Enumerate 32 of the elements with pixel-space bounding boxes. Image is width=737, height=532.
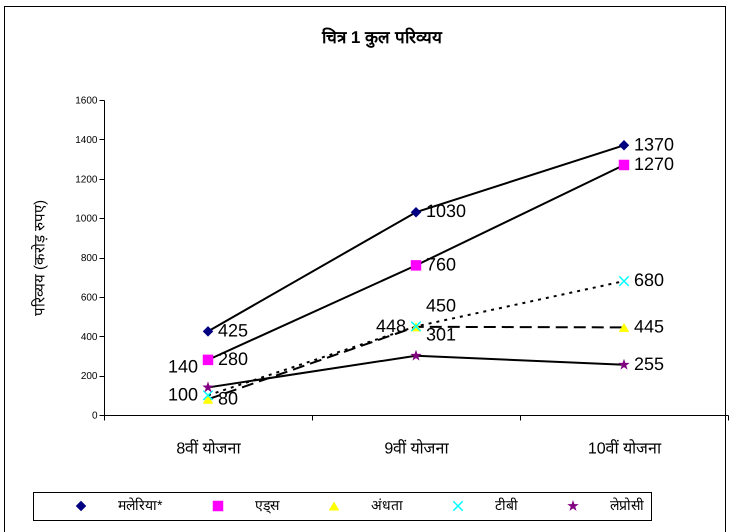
data-label: 760 (426, 254, 456, 274)
legend-label: एड्स (255, 497, 280, 514)
legend-label: अंधता (371, 497, 403, 513)
y-tick-label: 1200 (75, 174, 98, 186)
y-tick-label: 1600 (75, 96, 98, 106)
data-label: 255 (634, 354, 664, 374)
legend-label: लेप्रोसी (610, 497, 644, 513)
data-label: 680 (634, 270, 664, 290)
chart-title: चित्र 1 कुल परिव्यय (321, 27, 443, 48)
x-tick-label: 9वीं योजना (384, 438, 450, 458)
data-label: 1030 (426, 201, 466, 222)
y-axis-title: परिव्यय (करोड़ रुपए) (30, 200, 48, 316)
data-label: 100 (168, 384, 198, 404)
data-label: 301 (426, 324, 456, 345)
x-tick-label: 10वीं योजना (588, 438, 662, 458)
data-label: 450 (426, 295, 456, 316)
legend-label: टीबी (495, 497, 518, 513)
y-tick-label: 1400 (75, 134, 98, 146)
data-label: 1370 (634, 134, 674, 154)
data-label: 80 (218, 388, 238, 408)
y-tick-label: 200 (80, 371, 98, 382)
data-label: 1270 (634, 154, 674, 174)
x-tick-label: 8वीं योजना (176, 438, 242, 458)
y-tick-label: 400 (80, 332, 98, 343)
y-tick-label: 800 (80, 253, 98, 264)
y-tick-label: 600 (80, 292, 98, 304)
y-tick-label: 1000 (75, 214, 98, 225)
data-label: 445 (634, 316, 664, 336)
data-label: 140 (168, 356, 198, 376)
y-tick-label: 0 (92, 410, 98, 422)
data-label: 425 (218, 320, 248, 340)
legend-label: मलेरिया* (118, 497, 163, 513)
